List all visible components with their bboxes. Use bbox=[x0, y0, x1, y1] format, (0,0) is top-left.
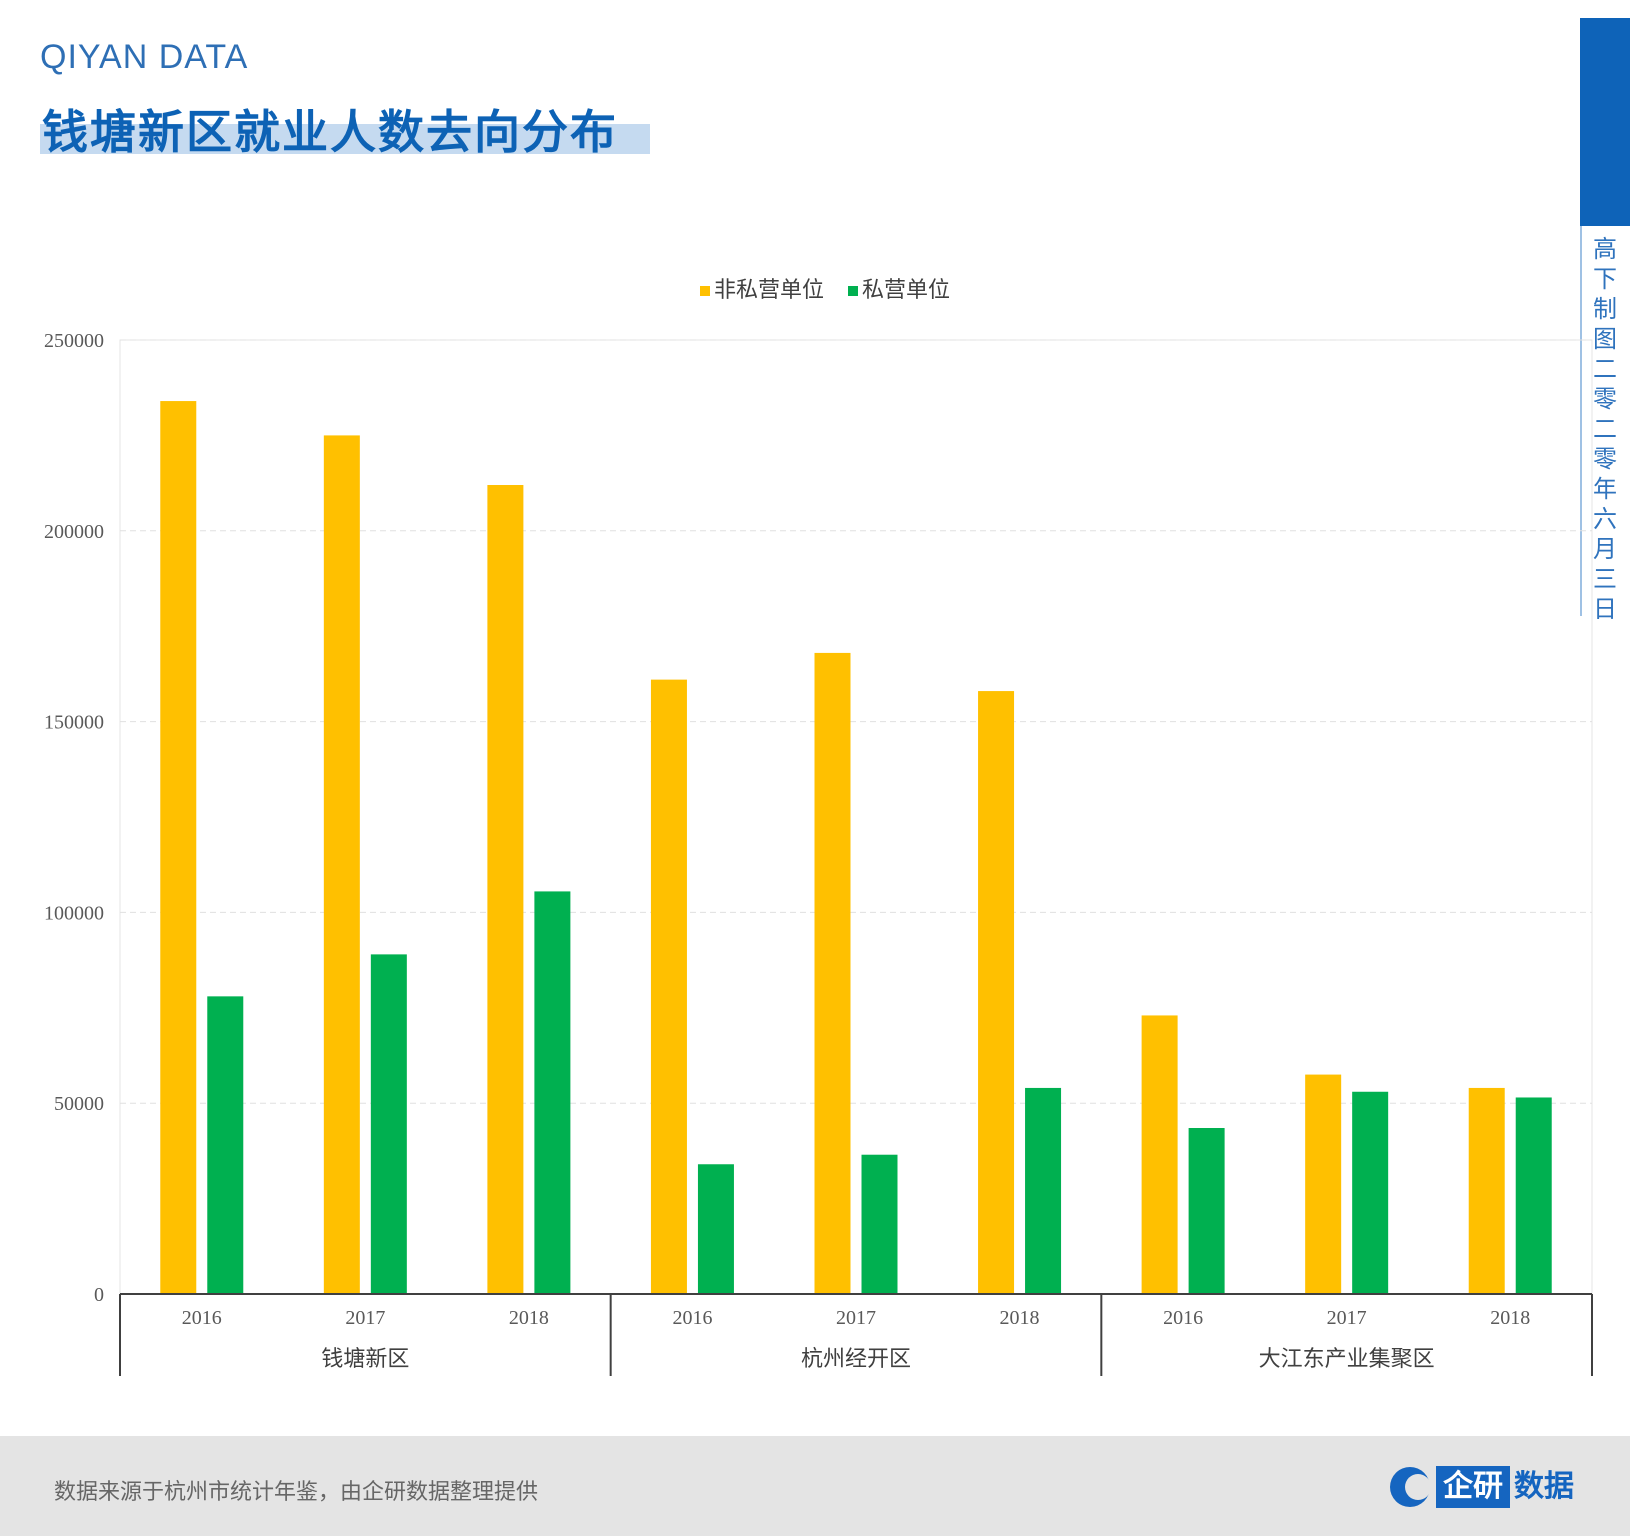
x-tick-label: 2017 bbox=[1327, 1307, 1367, 1329]
title-underline bbox=[40, 124, 650, 154]
x-tick-label: 2016 bbox=[672, 1307, 712, 1329]
x-group-label: 杭州经开区 bbox=[801, 1347, 911, 1372]
side-char: 年 bbox=[1593, 475, 1617, 503]
side-char: 月 bbox=[1593, 535, 1617, 563]
bar-non-private bbox=[1141, 1015, 1178, 1294]
legend-label: 非私营单位 bbox=[714, 278, 824, 303]
side-char: 制 bbox=[1593, 295, 1617, 323]
y-tick-label: 150000 bbox=[44, 712, 104, 734]
x-tick-label: 2018 bbox=[509, 1307, 549, 1329]
side-date-text: 高下制图二零二零年六月三日 bbox=[1590, 234, 1620, 624]
logo-text: 数据 bbox=[1514, 1469, 1574, 1504]
bar-non-private bbox=[814, 652, 851, 1294]
logo-badge: 企研 bbox=[1436, 1466, 1510, 1508]
side-char: 三 bbox=[1593, 565, 1617, 593]
side-char: 图 bbox=[1593, 325, 1617, 353]
x-tick-label: 2016 bbox=[1163, 1307, 1203, 1329]
y-tick-label: 0 bbox=[94, 1284, 104, 1306]
page-title: 钱塘新区就业人数去向分布 bbox=[42, 105, 618, 159]
x-tick-label: 2017 bbox=[836, 1307, 876, 1329]
x-tick-label: 2018 bbox=[1490, 1307, 1530, 1329]
bar-non-private bbox=[323, 435, 360, 1294]
bar-non-private bbox=[487, 485, 524, 1294]
x-group-label: 大江东产业集聚区 bbox=[1259, 1347, 1435, 1372]
bar-chart: 0 50000 100000 150000 200000 250000 2016 2017 20… bbox=[44, 278, 1593, 1376]
side-char: 六 bbox=[1593, 505, 1617, 533]
bar-non-private bbox=[1468, 1087, 1505, 1294]
side-char: 日 bbox=[1593, 595, 1617, 623]
y-tick-label: 50000 bbox=[54, 1093, 104, 1115]
footer-bar bbox=[0, 1436, 1630, 1536]
bar-private bbox=[1515, 1097, 1552, 1294]
source-note: 数据来源于杭州市统计年鉴，由企研数据整理提供 bbox=[54, 1480, 539, 1505]
side-accent-bar bbox=[1580, 18, 1630, 226]
brand-label: QIYAN DATA bbox=[40, 38, 249, 76]
bar-private bbox=[207, 996, 244, 1294]
bar-private bbox=[1188, 1128, 1225, 1294]
y-tick-label: 250000 bbox=[44, 330, 104, 352]
y-tick-label: 200000 bbox=[44, 521, 104, 543]
x-tick-label: 2016 bbox=[182, 1307, 222, 1329]
legend-swatch-private bbox=[848, 286, 858, 296]
side-char: 零 bbox=[1593, 445, 1617, 473]
legend-label: 私营单位 bbox=[862, 278, 950, 303]
side-char: 下 bbox=[1593, 265, 1617, 293]
x-group-label: 钱塘新区 bbox=[321, 1347, 409, 1372]
side-char: 高 bbox=[1593, 235, 1617, 263]
y-tick-label: 100000 bbox=[44, 902, 104, 924]
x-tick-label: 2018 bbox=[1000, 1307, 1040, 1329]
bar-private bbox=[861, 1154, 898, 1294]
bar-private bbox=[534, 891, 571, 1294]
bar-non-private bbox=[650, 679, 687, 1294]
bar-private bbox=[697, 1164, 734, 1294]
bar-non-private bbox=[160, 401, 197, 1294]
bar-private bbox=[1025, 1087, 1062, 1294]
legend-swatch-non-private bbox=[700, 286, 710, 296]
side-char: 零 bbox=[1593, 385, 1617, 413]
side-divider bbox=[1580, 226, 1582, 616]
bar-non-private bbox=[978, 691, 1015, 1294]
bar-private bbox=[1352, 1091, 1389, 1294]
bar-non-private bbox=[1305, 1074, 1342, 1294]
side-char: 二 bbox=[1593, 355, 1617, 383]
bar-private bbox=[370, 954, 407, 1294]
logo-icon bbox=[1390, 1467, 1431, 1507]
side-char: 二 bbox=[1593, 415, 1617, 443]
x-tick-label: 2017 bbox=[345, 1307, 385, 1329]
